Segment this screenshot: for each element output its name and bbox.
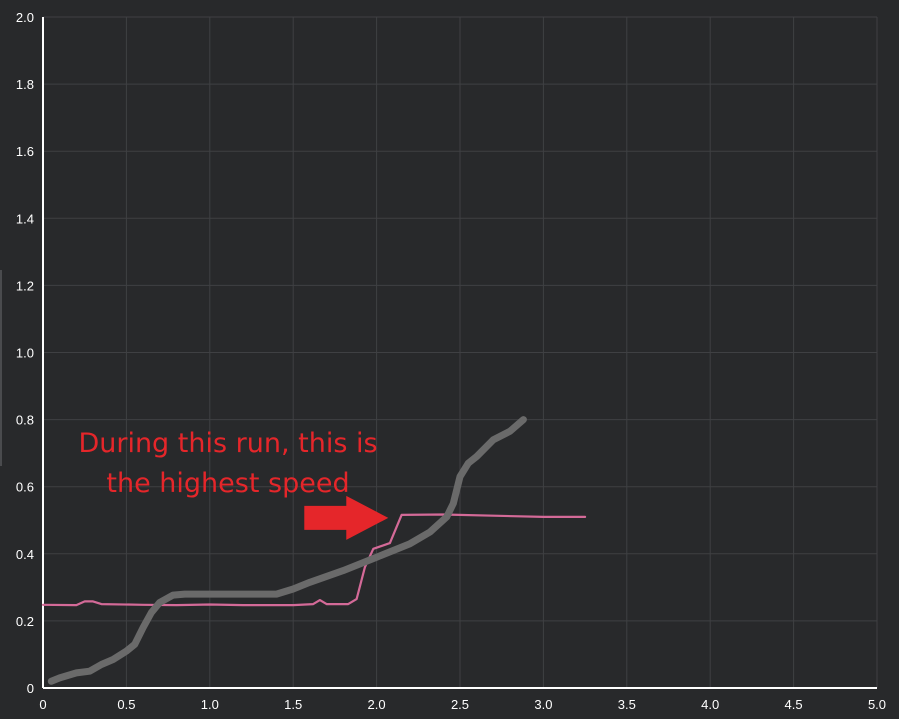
y-tick-label: 0.4	[16, 547, 34, 562]
y-tick-label: 0.6	[16, 480, 34, 495]
x-tick-label: 1.5	[284, 697, 302, 712]
y-tick-label: 1.6	[16, 144, 34, 159]
grid	[43, 16, 878, 688]
x-tick-label: 2.0	[368, 697, 386, 712]
x-tick-label: 2.5	[451, 697, 469, 712]
panel-edge-divider	[0, 270, 2, 466]
x-tick-label: 1.0	[201, 697, 219, 712]
y-tick-label: 1.8	[16, 77, 34, 92]
x-tick-label: 4.5	[785, 697, 803, 712]
y-tick-label: 0.2	[16, 614, 34, 629]
tick-labels: 0 0.5 1.0 1.5 2.0 2.5 3.0 3.5 4.0 4.5 5.0 0 0.2 0.4 0.…	[16, 10, 886, 712]
y-tick-label: 0	[27, 681, 34, 696]
x-tick-label: 0	[39, 697, 46, 712]
y-tick-label: 1.0	[16, 346, 34, 361]
annotation-line-2: the highest speed	[106, 468, 349, 499]
x-tick-label: 3.0	[534, 697, 552, 712]
y-tick-label: 0.8	[16, 413, 34, 428]
y-tick-label: 1.4	[16, 211, 34, 226]
annotation-line-1: During this run, this is	[78, 428, 377, 459]
axes	[42, 17, 877, 689]
x-tick-label: 4.0	[701, 697, 719, 712]
series-lines	[41, 416, 587, 685]
x-tick-label: 5.0	[868, 697, 886, 712]
y-tick-label: 2.0	[16, 10, 34, 25]
annotation-arrow	[304, 495, 389, 540]
x-tick-label: 3.5	[618, 697, 636, 712]
x-tick-label: 0.5	[117, 697, 135, 712]
annotation: During this run, this is the highest spe…	[78, 428, 389, 540]
gray-series-line	[47, 416, 527, 685]
pink-series-line	[41, 513, 587, 607]
y-tick-label: 1.2	[16, 278, 34, 293]
